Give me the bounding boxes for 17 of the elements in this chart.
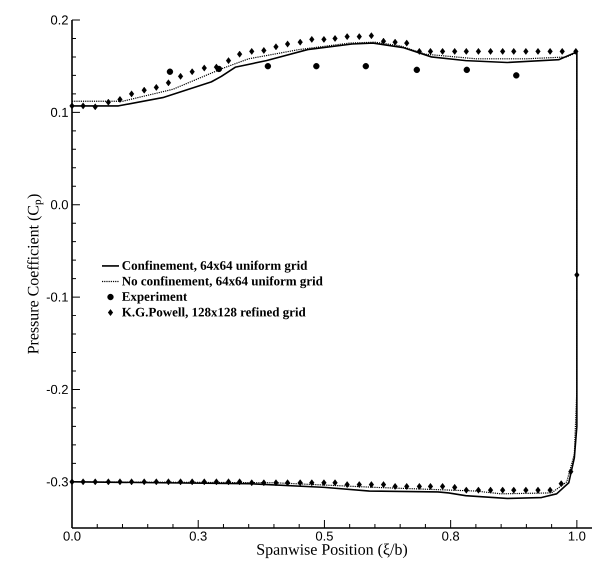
legend-label: Experiment bbox=[122, 292, 188, 304]
y-tick-label: 0.0 bbox=[50, 200, 68, 210]
x-tick-label: 0.3 bbox=[190, 532, 207, 541]
y-tick-label: -0.2 bbox=[46, 384, 68, 394]
y-tick-label: -0.3 bbox=[46, 477, 68, 486]
y-tick-label: -0.1 bbox=[46, 292, 68, 302]
legend-label: K.G.Powell, 128x128 refined grid bbox=[122, 307, 306, 320]
x-tick-label: 1.0 bbox=[568, 532, 586, 541]
x-axis-title: Spanwise Position (ξ/b) bbox=[257, 544, 408, 558]
y-tick-label: 0.1 bbox=[50, 108, 68, 117]
x-tick-label: 0.8 bbox=[442, 532, 460, 541]
y-tick-label: 0.2 bbox=[50, 15, 68, 25]
legend-label: No confinement, 64x64 uniform grid bbox=[122, 276, 323, 288]
x-tick-label: 0.0 bbox=[64, 532, 81, 541]
x-tick-label: 0.5 bbox=[316, 532, 333, 541]
y-axis-title: Pressure Coefficient (C$_{p}$) bbox=[27, 194, 44, 354]
legend-label: Confinement, 64x64 uniform grid bbox=[122, 260, 308, 273]
